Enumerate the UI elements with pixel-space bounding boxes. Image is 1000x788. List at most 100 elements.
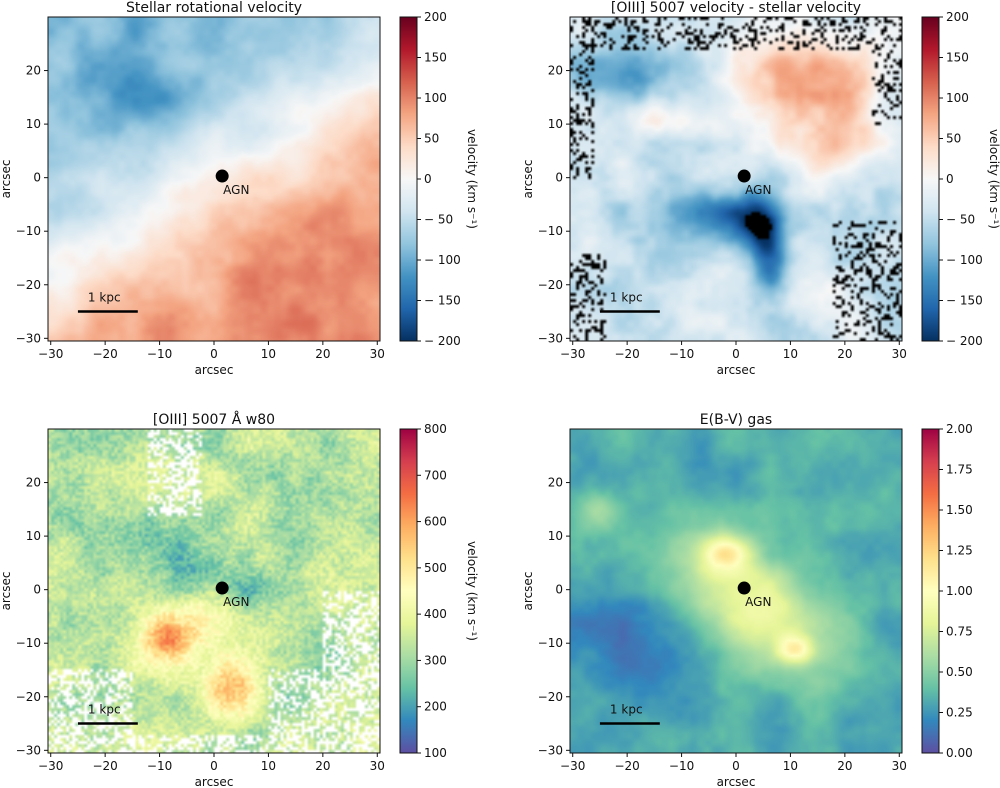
x-tick-label: −30 — [560, 759, 585, 773]
y-tick-label: −10 — [16, 636, 41, 650]
x-tick-label: −20 — [614, 759, 639, 773]
y-axis-label: arcsec — [0, 160, 13, 199]
x-tick-label: −10 — [147, 347, 172, 361]
colorbar-tick-label: − 50 — [946, 213, 975, 227]
colorbar-label: velocity (km s⁻¹) — [987, 129, 1000, 229]
x-tick-label: 20 — [315, 347, 330, 361]
x-tick-label: −20 — [92, 347, 117, 361]
colorbar-tick-label: 600 — [424, 515, 447, 529]
x-tick-label: 0 — [732, 759, 740, 773]
x-tick-label: 0 — [210, 759, 218, 773]
agn-marker — [737, 169, 751, 183]
agn-marker — [215, 581, 229, 595]
colorbar-tick-label: 300 — [424, 653, 447, 667]
colorbar — [399, 428, 418, 754]
agn-marker — [215, 169, 229, 183]
scale-bar-label: 1 kpc — [88, 703, 121, 717]
x-tick-label: 20 — [315, 759, 330, 773]
x-tick-label: −30 — [38, 347, 63, 361]
y-tick-label: −10 — [16, 224, 41, 238]
x-tick-label: −10 — [669, 759, 694, 773]
colorbar-tick-label: 500 — [424, 561, 447, 575]
colorbar-tick-label: 400 — [424, 607, 447, 621]
x-axis-label: arcsec — [195, 775, 234, 788]
x-tick-label: 0 — [732, 347, 740, 361]
panel-1: Stellar rotational velocity −30 −20 −10 0 10 2… — [0, 0, 479, 377]
y-tick-label: −30 — [538, 331, 563, 345]
agn-label: AGN — [745, 183, 771, 197]
colorbar-tick-label: 200 — [424, 10, 447, 24]
y-tick-label: −20 — [16, 690, 41, 704]
y-axis-label: arcsec — [521, 572, 535, 611]
colorbar-label: velocity (km s⁻¹) — [465, 129, 479, 229]
x-tick-label: −10 — [147, 759, 172, 773]
x-tick-label: −30 — [560, 347, 585, 361]
colorbar-tick-label: 100 — [946, 91, 969, 105]
y-tick-label: −20 — [538, 278, 563, 292]
colorbar-tick-label: 1.25 — [946, 544, 973, 558]
colorbar-tick-label: 800 — [424, 422, 447, 436]
colorbar-tick-label: − 150 — [946, 294, 983, 308]
y-tick-label: 20 — [548, 64, 563, 78]
scale-bar-label: 1 kpc — [610, 703, 643, 717]
x-tick-label: 10 — [783, 759, 798, 773]
heatmap-image — [48, 429, 380, 753]
x-tick-label: 10 — [261, 759, 276, 773]
x-tick-label: 10 — [783, 347, 798, 361]
y-tick-label: 20 — [26, 64, 41, 78]
colorbar-tick-label: 50 — [946, 132, 961, 146]
colorbar-tick-label: 0.25 — [946, 706, 973, 720]
y-tick-label: −10 — [538, 224, 563, 238]
colorbar — [921, 16, 940, 342]
scale-bar-label: 1 kpc — [88, 291, 121, 305]
colorbar-tick-label: 150 — [946, 51, 969, 65]
y-tick-label: 0 — [555, 583, 563, 597]
panel-3: [OIII] 5007 Å w80 −30 −20 −10 0 10 20 30 −30 −20 −… — [0, 411, 479, 788]
y-tick-label: −30 — [538, 743, 563, 757]
y-tick-label: 10 — [548, 529, 563, 543]
colorbar-tick-label: 0 — [946, 172, 954, 186]
colorbar — [399, 16, 418, 342]
colorbar-tick-label: 0.00 — [946, 746, 973, 760]
y-tick-label: −30 — [16, 743, 41, 757]
colorbar-tick-label: 100 — [424, 91, 447, 105]
colorbar-tick-label: 100 — [424, 746, 447, 760]
x-tick-label: −20 — [92, 759, 117, 773]
colorbar-tick-label: 1.75 — [946, 463, 973, 477]
x-tick-label: −20 — [614, 347, 639, 361]
x-tick-label: 20 — [837, 347, 852, 361]
y-tick-label: 20 — [26, 476, 41, 490]
x-tick-label: 30 — [892, 759, 907, 773]
x-axis-label: arcsec — [717, 363, 756, 377]
agn-label: AGN — [745, 595, 771, 609]
colorbar-tick-label: 50 — [424, 132, 439, 146]
x-tick-label: 30 — [370, 347, 385, 361]
y-tick-label: −20 — [16, 278, 41, 292]
colorbar-tick-label: − 200 — [424, 334, 461, 348]
panel-4: E(B-V) gas −30 −20 −10 0 10 20 30 −30 −20 −10 0 10 20… — [521, 412, 973, 788]
y-tick-label: −10 — [538, 636, 563, 650]
colorbar-tick-label: − 100 — [424, 253, 461, 267]
colorbar — [921, 428, 940, 754]
agn-label: AGN — [223, 183, 249, 197]
y-tick-label: −20 — [538, 690, 563, 704]
y-tick-label: 0 — [555, 171, 563, 185]
x-tick-label: 20 — [837, 759, 852, 773]
colorbar-tick-label: 2.00 — [946, 422, 973, 436]
y-tick-label: 10 — [548, 117, 563, 131]
chart-title: Stellar rotational velocity — [126, 0, 302, 16]
y-tick-label: −30 — [16, 331, 41, 345]
colorbar-tick-label: 0.75 — [946, 625, 973, 639]
heatmap-image — [570, 429, 902, 753]
colorbar-tick-label: 200 — [424, 700, 447, 714]
colorbar-tick-label: 1.50 — [946, 503, 973, 517]
heatmap-image — [48, 17, 380, 341]
agn-marker — [737, 581, 751, 595]
panel-2: [OIII] 5007 velocity - stellar velocity −… — [521, 0, 1000, 377]
chart-title: [OIII] 5007 velocity - stellar velocity — [611, 0, 861, 16]
colorbar-tick-label: 0 — [424, 172, 432, 186]
x-tick-label: 30 — [370, 759, 385, 773]
colorbar-tick-label: − 50 — [424, 213, 453, 227]
x-tick-label: −10 — [669, 347, 694, 361]
colorbar-tick-label: − 100 — [946, 253, 983, 267]
